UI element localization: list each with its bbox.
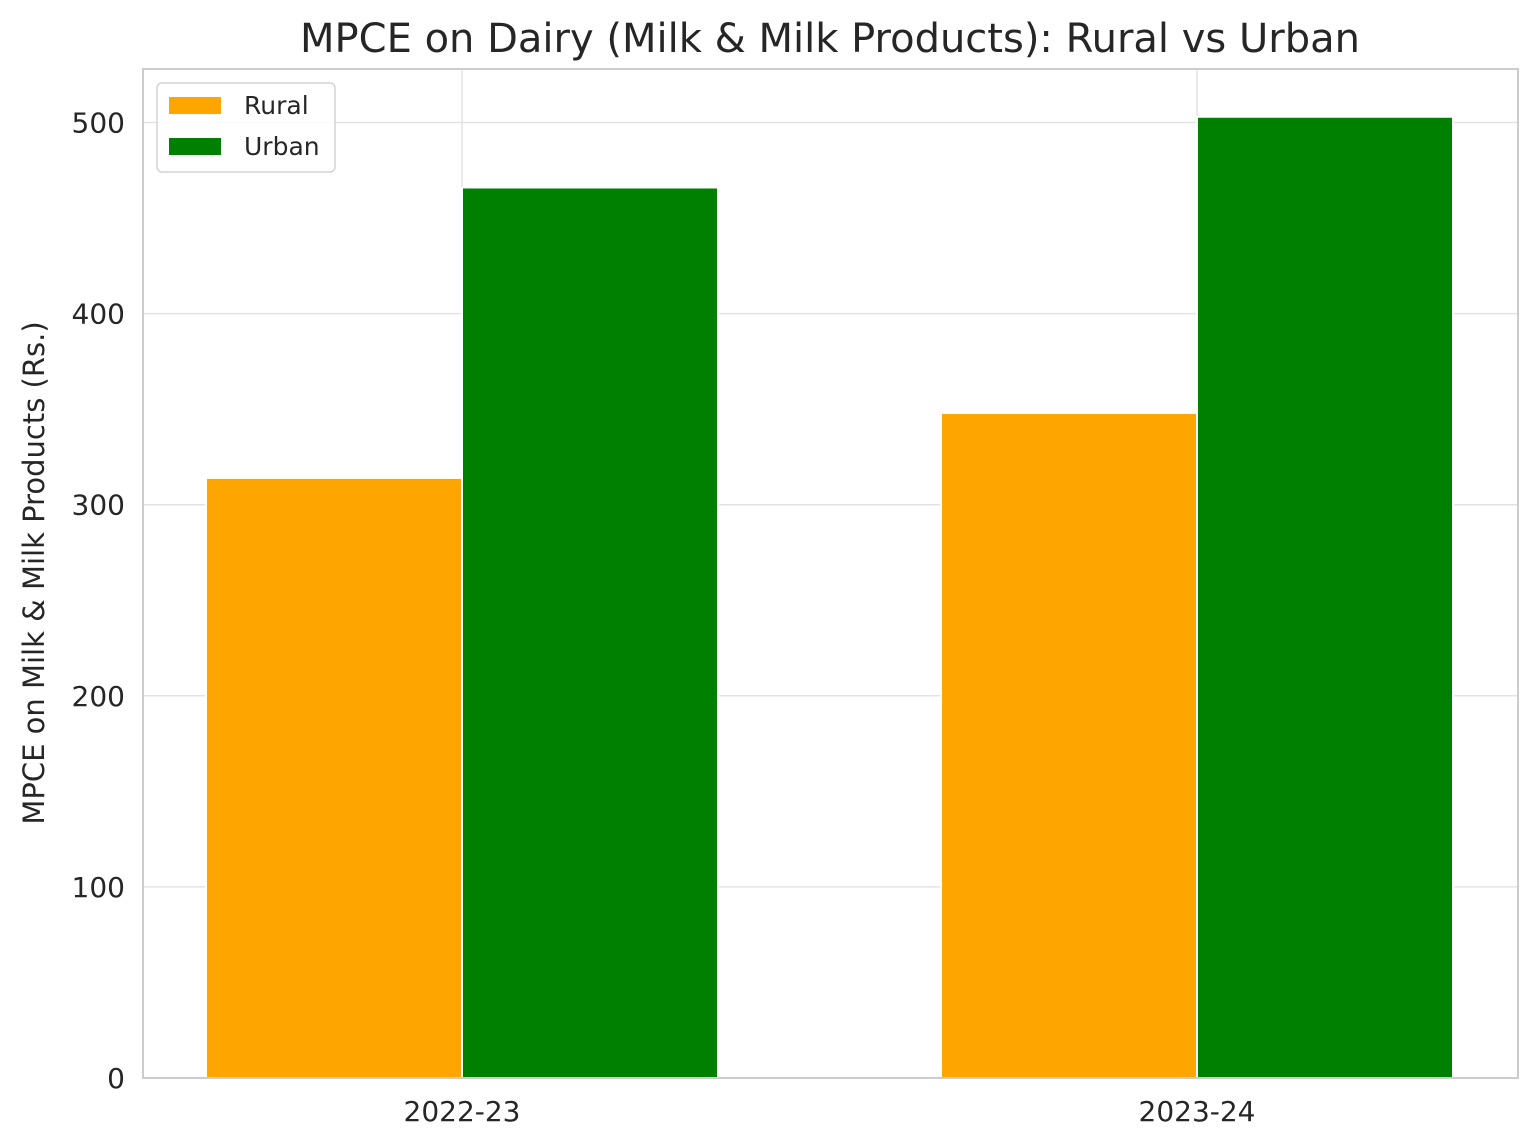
legend-label-urban: Urban — [244, 132, 320, 161]
x-tick-label: 2023-24 — [1139, 1095, 1256, 1128]
plot-frame — [142, 68, 1519, 1079]
y-axis-label: MPCE on Milk & Milk Products (Rs.) — [17, 321, 51, 824]
y-tick-label: 100 — [72, 871, 125, 904]
bar-urban-2023-24 — [1196, 115, 1454, 1080]
chart-title: MPCE on Dairy (Milk & Milk Products): Ru… — [300, 16, 1360, 62]
y-tick-label: 400 — [72, 298, 125, 331]
y-tick-label: 200 — [72, 680, 125, 713]
axis-ticks: 0 100 200 300 400 500 2022-23 2023-24 — [72, 107, 1256, 1128]
y-tick-label: 0 — [107, 1062, 125, 1095]
x-tick-label: 2022-23 — [404, 1095, 521, 1128]
bar-urban-2022-23 — [461, 186, 719, 1079]
legend-swatch-urban — [169, 138, 221, 155]
y-tick-label: 500 — [72, 107, 125, 140]
bars — [205, 115, 1454, 1080]
legend-label-rural: Rural — [244, 91, 309, 120]
y-tick-label: 300 — [72, 489, 125, 522]
legend: Rural Urban — [156, 82, 336, 173]
legend-swatch-rural — [169, 97, 221, 114]
bar-rural-2023-24 — [940, 411, 1198, 1079]
bar-rural-2022-23 — [205, 476, 463, 1079]
